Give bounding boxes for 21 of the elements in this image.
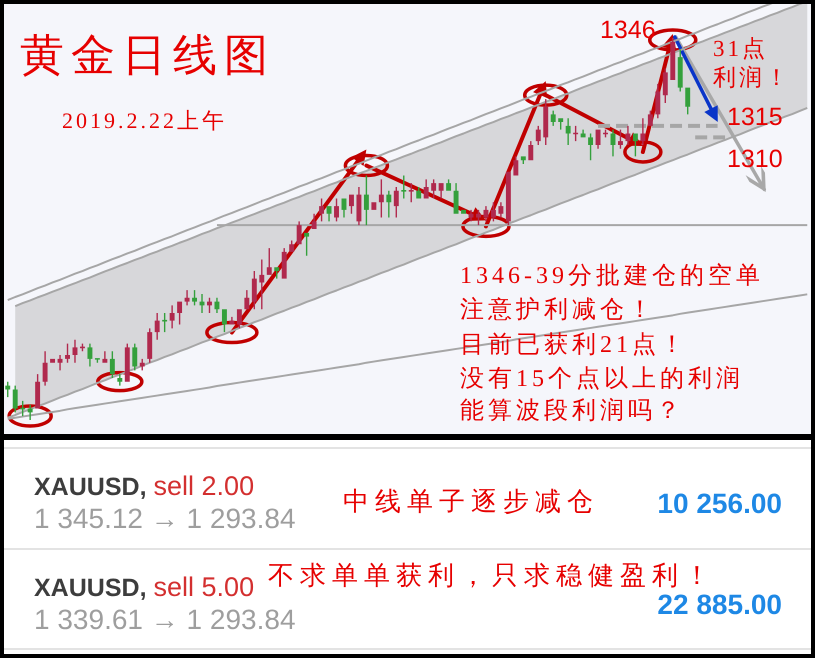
- text: 不求单单获利，只求稳健盈利！: [268, 561, 716, 590]
- annotation: 1346: [600, 16, 656, 44]
- annotation: 1315: [727, 102, 783, 131]
- annotation: 1346-39分批建仓的空单: [460, 262, 764, 289]
- text: 2019.2.22上午: [62, 108, 227, 133]
- annotation: 31点利润！: [713, 36, 791, 90]
- text: 1 339.61 → 1 293.84: [34, 604, 296, 635]
- text: 10 256.00: [657, 488, 782, 519]
- text: 中线单子逐步减仓: [343, 487, 599, 516]
- text: XAUUSD,: [34, 574, 147, 602]
- annotation: 能算波段利润吗？: [460, 397, 684, 424]
- text: 22 885.00: [657, 589, 782, 620]
- text: XAUUSD,: [34, 473, 147, 501]
- annotation: 注意护利减仓！: [460, 296, 656, 323]
- chart-title: 黄金日线图: [20, 31, 275, 80]
- text: 1 345.12 → 1 293.84: [34, 503, 296, 534]
- annotation: 1310: [727, 145, 783, 173]
- text: sell 5.00: [154, 572, 254, 602]
- text: sell 2.00: [154, 471, 254, 501]
- annotation: 没有15个点以上的利润: [460, 365, 744, 392]
- annotation: 目前已获利21点！: [460, 332, 688, 358]
